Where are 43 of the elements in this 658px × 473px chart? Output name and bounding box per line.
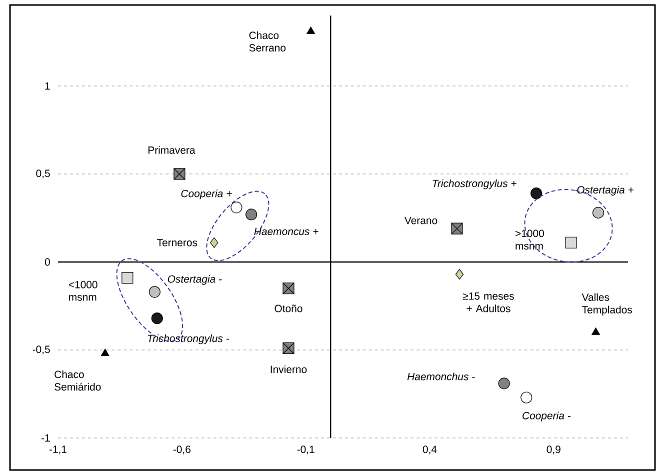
text: >1000 msnm <box>516 230 544 250</box>
series-label: Primavera <box>148 146 196 154</box>
point <box>210 237 218 248</box>
y-tick-label: 1 <box>45 82 50 90</box>
point <box>565 236 577 248</box>
point <box>306 26 315 34</box>
point <box>530 188 542 200</box>
y-tick-label: 0,5 <box>36 170 50 178</box>
series-label: Cooperia + <box>181 190 232 200</box>
series-label: Chaco Semiárido <box>54 370 101 391</box>
text: <1000 msnm <box>68 280 98 301</box>
y-tick-label: -0,5 <box>32 346 50 354</box>
point <box>122 272 134 284</box>
series-label: Haemoncus + <box>254 228 318 236</box>
series-label: Terneros <box>157 238 198 246</box>
x-tick-label: -0,6 <box>173 446 190 454</box>
series-label: Cooperia - <box>522 412 571 422</box>
series-label: Trichostrongylus + <box>432 179 516 190</box>
series-label: ≥15 meses + Adultos <box>462 292 514 312</box>
series-label: Valles Templados <box>582 293 632 316</box>
point <box>455 269 464 280</box>
x-tick-label: -0,1 <box>297 446 314 454</box>
point <box>498 378 510 390</box>
x-tick-label: 0,4 <box>422 446 437 454</box>
x-tick-label: 0,9 <box>546 446 560 454</box>
series-label: Ostertagia - <box>168 275 222 285</box>
text: Chaco Serrano <box>249 31 286 52</box>
point <box>230 202 242 214</box>
point <box>520 392 532 404</box>
point <box>246 208 258 220</box>
series-label: Ostertagia + <box>577 186 634 196</box>
point <box>592 206 604 219</box>
point <box>151 312 163 324</box>
series-label: Verano <box>404 216 438 224</box>
x-tick-label: -1,1 <box>49 446 66 454</box>
point <box>592 328 600 335</box>
series-label: Otoño <box>274 304 302 312</box>
y-tick-label: 0 <box>44 258 50 266</box>
point <box>100 348 110 356</box>
series-label: Invierno <box>270 365 307 374</box>
point <box>148 286 160 298</box>
text: Haemonchus - <box>407 372 475 380</box>
y-tick-label: -1 <box>41 434 50 442</box>
